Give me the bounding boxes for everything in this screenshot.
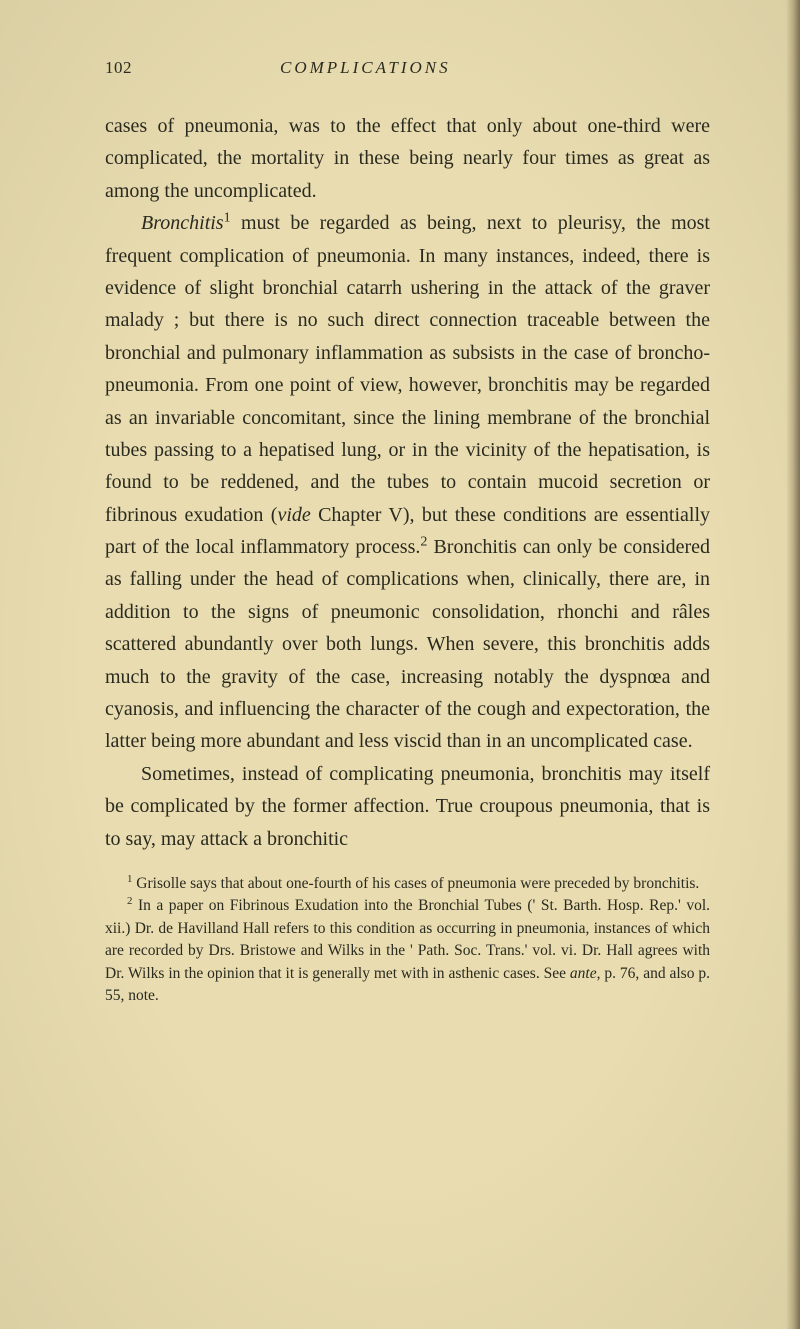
term-vide: vide [277, 504, 310, 526]
footnote-1: 1 Grisolle says that about one-fourth of… [105, 873, 710, 895]
p2-text-c: Bronchitis can only be considered as fal… [105, 536, 710, 752]
footnotes: 1 Grisolle says that about one-fourth of… [105, 873, 710, 1008]
page-header: 102 COMPLICATIONS [105, 58, 710, 78]
page: 102 COMPLICATIONS cases of pneumonia, wa… [0, 0, 800, 1058]
paragraph-3: Sometimes, instead of complicating pneum… [105, 758, 710, 855]
footnote-2: 2 In a paper on Fibrinous Exudation into… [105, 895, 710, 1007]
running-title: COMPLICATIONS [280, 58, 451, 78]
term-ante: ante [570, 965, 597, 982]
footnote-1-text: Grisolle says that about one-fourth of h… [132, 875, 699, 892]
page-number: 102 [105, 58, 132, 78]
p2-text-a: must be regarded as being, next to pleur… [105, 212, 710, 526]
page-edge-shadow [786, 0, 800, 1329]
body-text: cases of pneumonia, was to the effect th… [105, 110, 710, 855]
footnote-ref-1: 1 [224, 211, 231, 226]
paragraph-2: Bronchitis1 must be regarded as being, n… [105, 207, 710, 758]
paragraph-1: cases of pneumonia, was to the effect th… [105, 110, 710, 207]
term-bronchitis: Bronchitis [141, 212, 224, 234]
